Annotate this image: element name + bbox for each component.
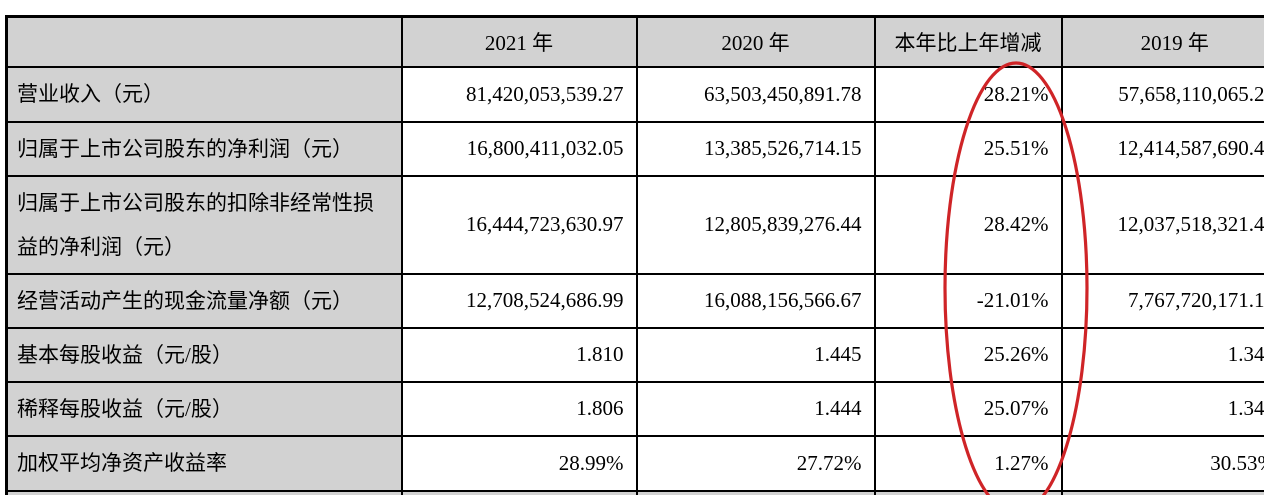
cell-y2019: 30.53% <box>1060 434 1264 492</box>
cell-label: 经营活动产生的现金流量净额（元） <box>5 272 403 329</box>
cell-y2020: 27.72% <box>635 434 876 492</box>
cell-y2021: 16,800,411,032.05 <box>400 120 638 177</box>
cell-empty <box>873 489 1063 495</box>
cell-label: 加权平均净资产收益率 <box>5 434 403 492</box>
cell-y2020: 16,088,156,566.67 <box>635 272 876 329</box>
header-row: 2021 年 2020 年 本年比上年增减 2019 年 <box>5 15 1264 68</box>
cell-y2021: 28.99% <box>400 434 638 492</box>
table-row: 经营活动产生的现金流量净额（元） 12,708,524,686.99 16,088,… <box>5 272 1264 329</box>
header-cell-2020: 2020 年 <box>635 15 876 68</box>
cell-label: 归属于上市公司股东的净利润（元） <box>5 120 403 177</box>
cell-y2019: 12,414,587,690.42 <box>1060 120 1264 177</box>
cell-change: 28.21% <box>873 65 1063 123</box>
header-cell-blank <box>5 15 403 68</box>
cell-y2020: 1.445 <box>635 326 876 383</box>
cell-change: 25.07% <box>873 380 1063 437</box>
header-cell-2021: 2021 年 <box>400 15 638 68</box>
cell-y2020: 12,805,839,276.44 <box>635 174 876 275</box>
cell-y2020: 63,503,450,891.78 <box>635 65 876 123</box>
table-row: 营业收入（元） 81,420,053,539.27 63,503,450,891.7… <box>5 65 1264 123</box>
cell-change: 25.51% <box>873 120 1063 177</box>
cell-label: 基本每股收益（元/股） <box>5 326 403 383</box>
cell-y2021: 1.810 <box>400 326 638 383</box>
cell-y2019: 1.340 <box>1060 380 1264 437</box>
cell-y2021: 81,420,053,539.27 <box>400 65 638 123</box>
cell-y2021: 16,444,723,630.97 <box>400 174 638 275</box>
cell-change: 25.26% <box>873 326 1063 383</box>
table-row: 归属于上市公司股东的净利润（元） 16,800,411,032.05 13,385,… <box>5 120 1264 177</box>
table-body: 营业收入（元） 81,420,053,539.27 63,503,450,891.7… <box>5 65 1264 495</box>
cell-y2019: 12,037,518,321.46 <box>1060 174 1264 275</box>
cell-y2019: 57,658,110,065.26 <box>1060 65 1264 123</box>
cell-label: 营业收入（元） <box>5 65 403 123</box>
cell-change: -21.01% <box>873 272 1063 329</box>
cell-y2020: 1.444 <box>635 380 876 437</box>
cell-y2021: 1.806 <box>400 380 638 437</box>
cell-y2021: 12,708,524,686.99 <box>400 272 638 329</box>
cell-empty <box>635 489 876 495</box>
table-row-partial <box>5 489 1264 495</box>
cell-empty <box>5 489 403 495</box>
cell-empty <box>400 489 638 495</box>
cell-y2019: 1.340 <box>1060 326 1264 383</box>
cell-y2020: 13,385,526,714.15 <box>635 120 876 177</box>
cell-y2019: 7,767,720,171.14 <box>1060 272 1264 329</box>
cell-change: 28.42% <box>873 174 1063 275</box>
cell-empty <box>1060 489 1264 495</box>
table-row: 归属于上市公司股东的扣除非经常性损益的净利润（元） 16,444,723,630.… <box>5 174 1264 275</box>
cell-label: 稀释每股收益（元/股） <box>5 380 403 437</box>
financial-summary-table: 2021 年 2020 年 本年比上年增减 2019 年 营业收入（元） 81,4… <box>5 15 1264 495</box>
cell-change: 1.27% <box>873 434 1063 492</box>
cell-label: 归属于上市公司股东的扣除非经常性损益的净利润（元） <box>5 174 403 275</box>
header-cell-2019: 2019 年 <box>1060 15 1264 68</box>
header-cell-change: 本年比上年增减 <box>873 15 1063 68</box>
